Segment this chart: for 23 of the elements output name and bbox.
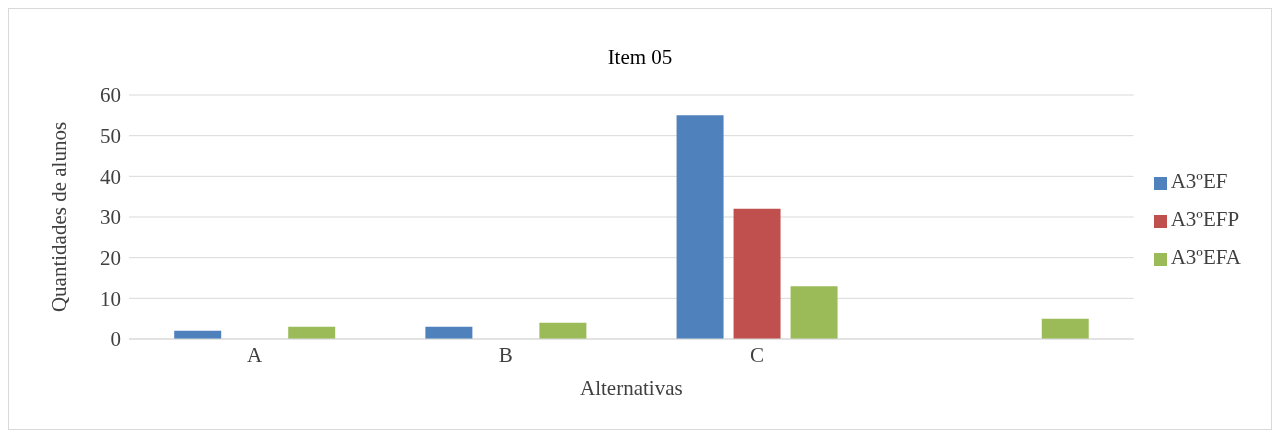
y-tick-label: 50 [100, 124, 121, 149]
y-tick-label: 20 [100, 246, 121, 271]
bar [425, 326, 473, 339]
x-tick-label: A [247, 342, 263, 367]
bar [790, 286, 838, 339]
bar [288, 326, 336, 339]
bar [733, 208, 781, 339]
y-tick-label: 40 [100, 164, 121, 189]
x-axis-title: Alternativas [580, 376, 683, 400]
bar [1041, 318, 1089, 339]
y-tick-label: 0 [110, 327, 121, 352]
x-tick-label: C [749, 342, 764, 367]
legend-label: A3ºEFA [1170, 245, 1241, 269]
legend-label: A3ºEF [1170, 169, 1228, 193]
y-tick-label: 30 [100, 205, 121, 230]
y-tick-label: 10 [100, 286, 121, 311]
bar [539, 322, 587, 339]
x-tick-label: B [498, 342, 513, 367]
y-axis-title: Quantidades de alunos [47, 121, 72, 313]
bar [676, 115, 724, 339]
chart-title: Item 05 [606, 45, 674, 70]
legend-label: A3ºEFP [1170, 207, 1240, 231]
y-tick-label: 60 [100, 83, 121, 108]
